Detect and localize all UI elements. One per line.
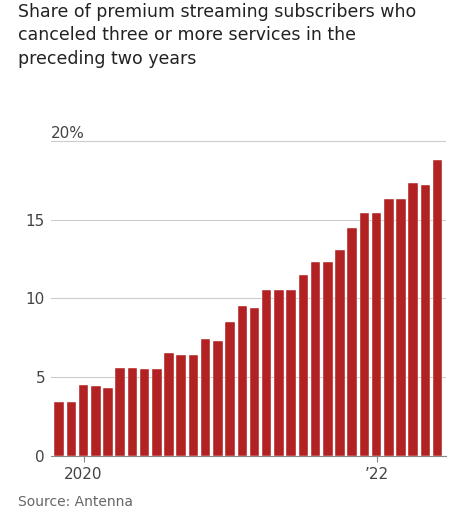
Bar bbox=[420, 185, 429, 456]
Bar bbox=[286, 290, 295, 456]
Bar bbox=[103, 388, 112, 456]
Bar bbox=[237, 306, 246, 456]
Bar bbox=[298, 275, 308, 456]
Bar bbox=[432, 160, 442, 456]
Bar bbox=[67, 402, 76, 456]
Bar bbox=[54, 402, 64, 456]
Text: Source: Antenna: Source: Antenna bbox=[18, 496, 133, 509]
Bar bbox=[347, 227, 356, 456]
Bar bbox=[164, 353, 174, 456]
Text: Share of premium streaming subscribers who
canceled three or more services in th: Share of premium streaming subscribers w… bbox=[18, 3, 416, 68]
Bar bbox=[225, 322, 235, 456]
Bar bbox=[274, 290, 283, 456]
Bar bbox=[335, 249, 344, 456]
Text: 20%: 20% bbox=[50, 126, 84, 141]
Bar bbox=[395, 199, 405, 456]
Bar bbox=[359, 214, 369, 456]
Bar bbox=[127, 368, 137, 456]
Bar bbox=[78, 385, 88, 456]
Bar bbox=[322, 262, 332, 456]
Bar bbox=[408, 183, 417, 456]
Bar bbox=[140, 369, 149, 456]
Bar bbox=[91, 387, 101, 456]
Bar bbox=[310, 262, 319, 456]
Bar bbox=[201, 339, 210, 456]
Bar bbox=[249, 308, 259, 456]
Bar bbox=[383, 199, 393, 456]
Bar bbox=[115, 368, 125, 456]
Bar bbox=[371, 214, 381, 456]
Bar bbox=[188, 355, 198, 456]
Bar bbox=[213, 341, 222, 456]
Bar bbox=[176, 355, 185, 456]
Bar bbox=[261, 290, 271, 456]
Bar bbox=[152, 369, 161, 456]
